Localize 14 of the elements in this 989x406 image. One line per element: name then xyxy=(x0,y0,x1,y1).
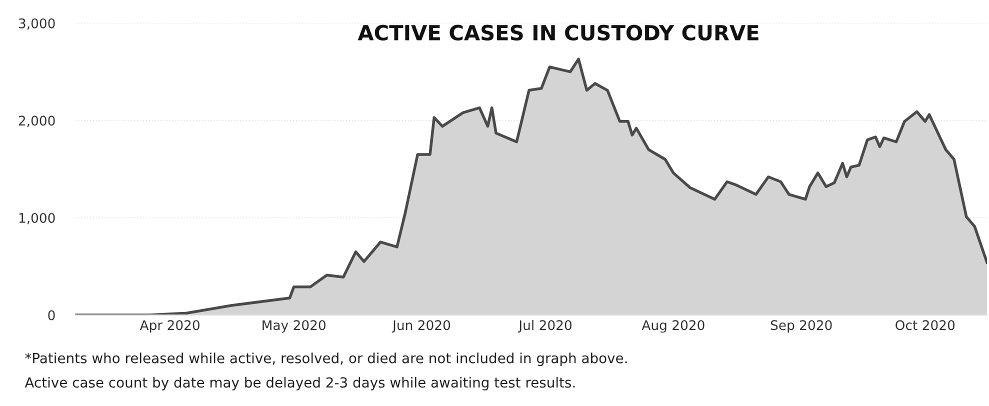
y-tick-label: 0 xyxy=(48,310,55,320)
x-tick-label: May 2020 xyxy=(262,320,326,333)
y-tick-label: 3,000 xyxy=(18,18,55,30)
x-tick-label: Jun 2020 xyxy=(392,320,450,333)
text: Active case count by date may be delayed 2-3 days while awaiting test results. xyxy=(24,376,575,390)
x-tick-label: Aug 2020 xyxy=(642,320,704,333)
x-tick-label: Jul 2020 xyxy=(518,320,572,333)
text: *Patients who released while active, resolved, or died are not included in graph above. xyxy=(25,352,627,366)
x-tick-label: Sep 2020 xyxy=(770,320,832,333)
y-tick-label: 1,000 xyxy=(19,212,55,224)
x-tick-label: Apr 2020 xyxy=(140,320,200,333)
y-tick-label: 2,000 xyxy=(18,116,55,127)
x-tick-label: Oct 2020 xyxy=(896,320,955,330)
chart-title: ACTIVE CASES IN CUSTODY CURVE xyxy=(358,24,758,41)
